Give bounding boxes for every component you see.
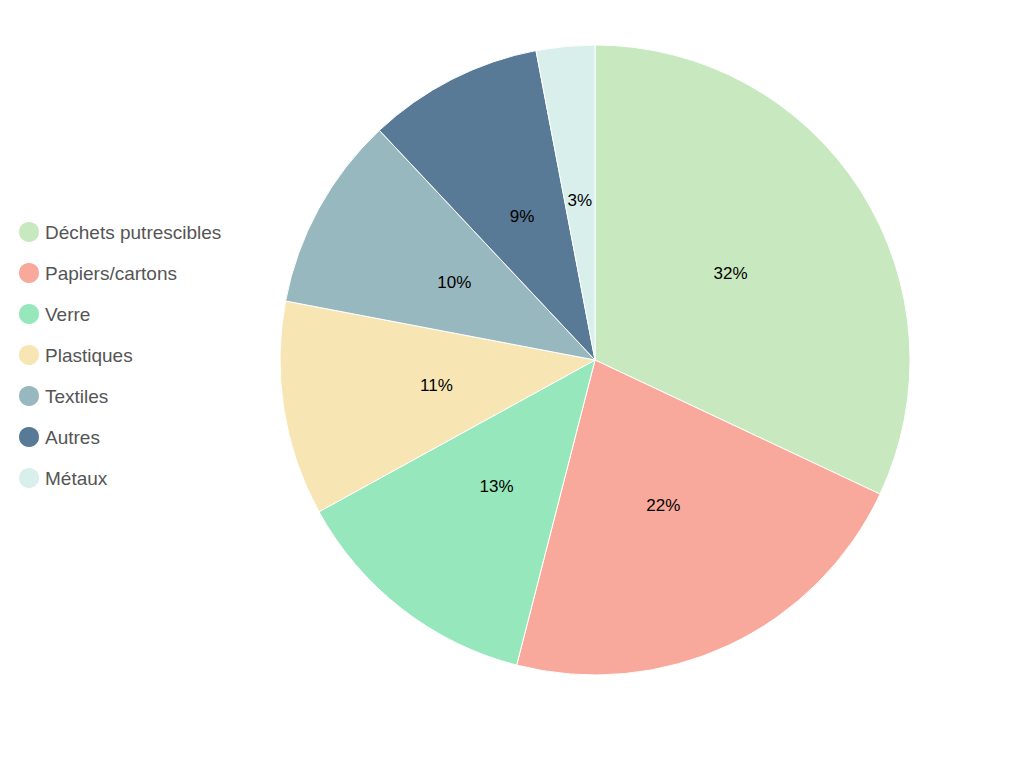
svg-text:Verre: Verre [45, 304, 90, 325]
svg-text:32%: 32% [713, 264, 747, 283]
svg-text:22%: 22% [646, 496, 680, 515]
svg-text:10%: 10% [437, 273, 471, 292]
svg-text:13%: 13% [480, 477, 514, 496]
svg-text:3%: 3% [568, 191, 593, 210]
svg-text:Papiers/cartons: Papiers/cartons [45, 263, 177, 284]
svg-text:9%: 9% [510, 207, 535, 226]
svg-text:Déchets putrescibles: Déchets putrescibles [45, 222, 221, 243]
svg-text:11%: 11% [420, 376, 453, 395]
svg-text:Autres: Autres [45, 427, 100, 448]
svg-text:Plastiques: Plastiques [45, 345, 133, 366]
svg-text:Métaux: Métaux [45, 468, 108, 489]
svg-text:Textiles: Textiles [45, 386, 108, 407]
